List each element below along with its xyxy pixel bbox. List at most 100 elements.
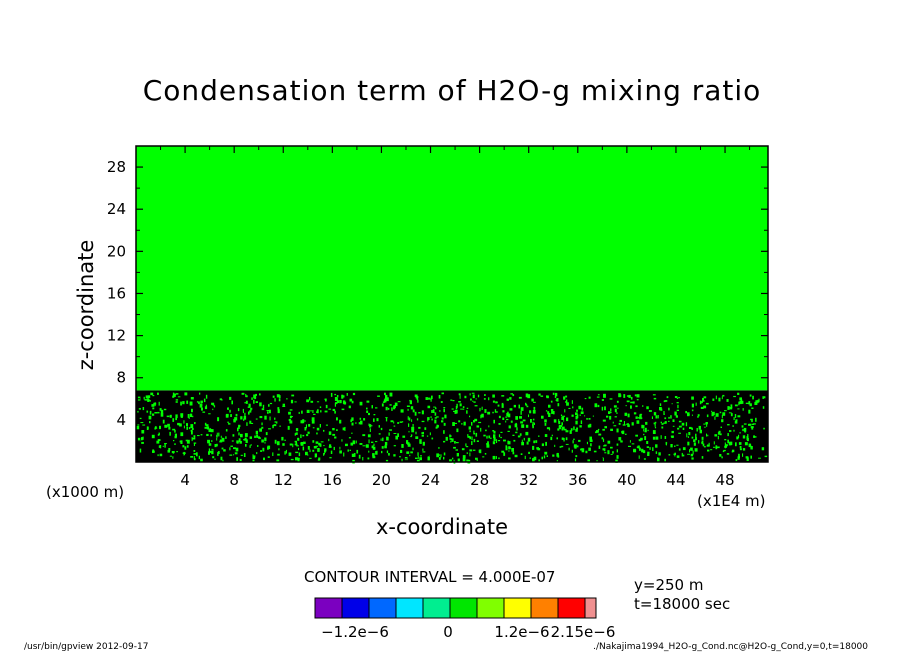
speckle-cell: [507, 411, 509, 416]
speckle-cell: [397, 422, 400, 424]
speckle-cell: [324, 398, 327, 401]
speckle-cell: [561, 416, 565, 420]
speckle-cell: [750, 445, 752, 448]
speckle-cell: [172, 394, 176, 397]
speckle-cell: [744, 442, 748, 446]
speckle-cell: [420, 455, 422, 457]
speckle-cell: [427, 456, 429, 458]
speckle-cell: [257, 445, 259, 447]
speckle-cell: [176, 451, 178, 453]
speckle-cell: [498, 434, 501, 438]
speckle-cell: [546, 455, 548, 457]
plot-area: [135, 145, 769, 464]
speckle-cell: [607, 450, 610, 455]
speckle-cell: [350, 442, 354, 446]
speckle-cell: [345, 443, 348, 447]
speckle-cell: [402, 435, 406, 438]
speckle-cell: [647, 453, 650, 456]
speckle-cell: [748, 423, 752, 426]
speckle-cell: [314, 453, 317, 457]
speckle-cell: [699, 429, 702, 434]
speckle-cell: [642, 405, 644, 407]
speckle-cell: [386, 436, 389, 441]
speckle-cell: [422, 451, 426, 453]
field-speckle: [136, 392, 768, 464]
speckle-cell: [328, 438, 330, 442]
speckle-cell: [610, 412, 612, 414]
speckle-cell: [401, 458, 403, 462]
speckle-cell: [411, 429, 415, 433]
speckle-cell: [509, 408, 513, 411]
speckle-cell: [371, 405, 373, 409]
speckle-cell: [739, 400, 742, 405]
speckle-cell: [406, 405, 410, 407]
speckle-cell: [419, 442, 422, 444]
speckle-cell: [250, 407, 253, 410]
speckle-cell: [431, 410, 433, 413]
speckle-cell: [711, 412, 714, 417]
speckle-cell: [169, 455, 172, 457]
speckle-cell: [289, 420, 293, 424]
x-axis-unit: (x1E4 m): [697, 492, 766, 510]
speckle-cell: [563, 396, 566, 400]
speckle-cell: [465, 443, 467, 447]
speckle-cell: [557, 428, 560, 431]
speckle-cell: [339, 400, 342, 404]
speckle-cell: [627, 413, 630, 418]
speckle-cell: [172, 456, 174, 459]
speckle-cell: [334, 402, 336, 407]
speckle-cell: [552, 454, 555, 457]
speckle-cell: [484, 453, 487, 455]
speckle-cell: [294, 433, 296, 436]
speckle-cell: [702, 443, 705, 447]
speckle-cell: [664, 400, 668, 402]
speckle-cell: [703, 423, 706, 425]
speckle-cell: [725, 444, 728, 447]
speckle-cell: [212, 408, 214, 411]
speckle-cell: [339, 419, 342, 424]
speckle-cell: [240, 454, 243, 456]
speckle-cell: [493, 437, 496, 441]
speckle-cell: [261, 439, 264, 443]
speckle-cell: [758, 457, 761, 459]
speckle-cell: [303, 441, 306, 444]
speckle-cell: [388, 432, 390, 436]
speckle-cell: [341, 408, 345, 411]
speckle-cell: [544, 434, 548, 437]
speckle-cell: [528, 451, 530, 454]
speckle-cell: [267, 446, 269, 450]
speckle-cell: [188, 417, 190, 419]
speckle-cell: [636, 420, 640, 424]
speckle-cell: [724, 445, 726, 449]
speckle-cell: [572, 440, 574, 444]
speckle-cell: [655, 436, 659, 440]
speckle-cell: [397, 401, 401, 403]
speckle-cell: [671, 403, 673, 405]
speckle-cell: [259, 402, 262, 407]
speckle-cell: [541, 443, 544, 447]
speckle-cell: [688, 432, 691, 436]
speckle-cell: [702, 397, 704, 402]
speckle-cell: [755, 400, 759, 403]
speckle-cell: [409, 400, 412, 405]
speckle-cell: [635, 405, 638, 408]
speckle-cell: [497, 440, 501, 442]
speckle-cell: [492, 455, 496, 460]
speckle-cell: [558, 420, 561, 425]
speckle-cell: [473, 430, 475, 434]
speckle-cell: [614, 416, 617, 418]
speckle-cell: [278, 448, 280, 451]
speckle-cell: [661, 423, 664, 425]
speckle-cell: [561, 426, 565, 430]
speckle-cell: [627, 424, 630, 428]
speckle-cell: [260, 450, 262, 452]
speckle-cell: [547, 411, 550, 415]
speckle-cell: [475, 432, 478, 437]
speckle-cell: [469, 415, 471, 418]
speckle-cell: [699, 400, 702, 405]
speckle-cell: [513, 404, 516, 408]
speckle-cell: [609, 398, 613, 400]
speckle-cell: [664, 436, 667, 439]
speckle-cell: [494, 409, 497, 413]
speckle-cell: [400, 449, 403, 453]
